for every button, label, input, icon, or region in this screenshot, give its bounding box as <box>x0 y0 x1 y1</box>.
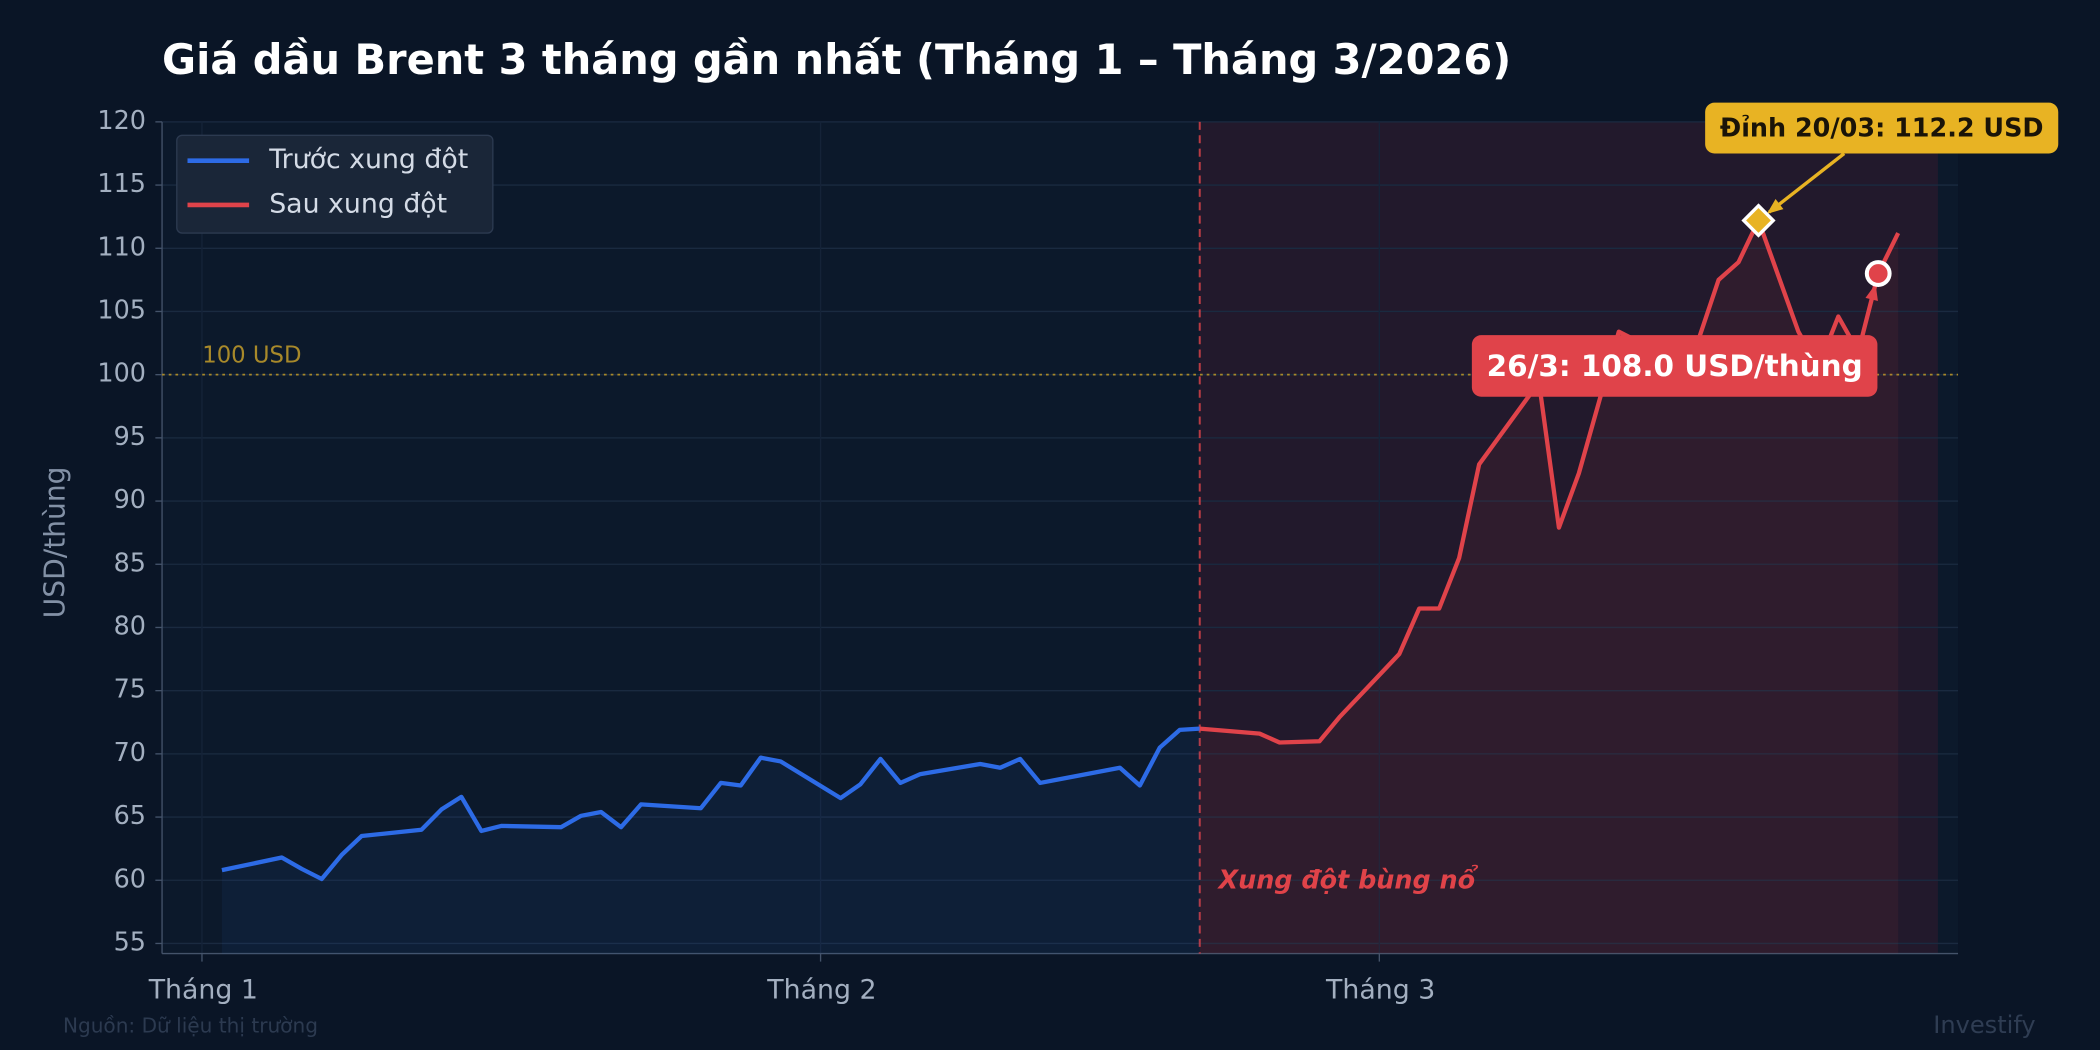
peak-marker <box>1741 203 1776 238</box>
y-tick-label: 90 <box>114 484 146 514</box>
y-tick-label: 100 <box>97 358 146 388</box>
y-tick-label: 65 <box>114 800 146 830</box>
x-tick-label: Tháng 3 <box>1325 975 1435 1006</box>
y-tick-label: 85 <box>114 547 146 577</box>
event-label: Xung đột bùng nổ <box>1216 864 1478 894</box>
reference-label: 100 USD <box>202 342 301 368</box>
point-marker <box>1864 260 1892 287</box>
y-tick-label: 80 <box>114 610 146 640</box>
annotation-text: 26/3: 108.0 USD/thùng <box>1487 349 1863 383</box>
y-tick-label: 105 <box>97 294 146 324</box>
legend: Trước xung đột Sau xung đột <box>176 134 494 234</box>
area-fill <box>1199 220 1899 954</box>
line <box>221 726 1200 882</box>
y-tick-label: 95 <box>114 421 146 451</box>
source-note: Nguồn: Dữ liệu thị trường <box>63 1014 318 1038</box>
x-tick-label: Tháng 1 <box>148 975 258 1006</box>
y-tick-label: 70 <box>114 737 146 767</box>
brand: Investify <box>1933 1011 2035 1039</box>
annotation-arrowhead <box>1865 283 1878 301</box>
annotation-arrowhead <box>1766 199 1784 214</box>
legend-label: Trước xung đột <box>268 144 468 175</box>
annotation-box <box>1471 335 1878 397</box>
y-tick-label: 60 <box>114 863 146 893</box>
y-tick-label: 115 <box>97 168 146 198</box>
legend-box <box>176 134 494 234</box>
y-axis-label: USD/thùng <box>38 466 71 618</box>
annotation-box <box>1705 102 2059 154</box>
legend-label: Sau xung đột <box>269 188 447 219</box>
x-tick-label: Tháng 2 <box>766 975 876 1006</box>
conflict-region <box>1199 121 1938 954</box>
chart-title: Giá dầu Brent 3 tháng gần nhất (Tháng 1 … <box>162 35 1511 84</box>
y-tick-label: 120 <box>97 105 146 135</box>
y-tick-label: 110 <box>97 231 146 261</box>
y-tick-label: 75 <box>114 674 146 704</box>
area-fill <box>221 728 1200 954</box>
annotation-arrow <box>1768 152 1846 214</box>
y-tick-label: 55 <box>114 926 146 956</box>
annotation-text: Đỉnh 20/03: 112.2 USD <box>1720 112 2044 142</box>
